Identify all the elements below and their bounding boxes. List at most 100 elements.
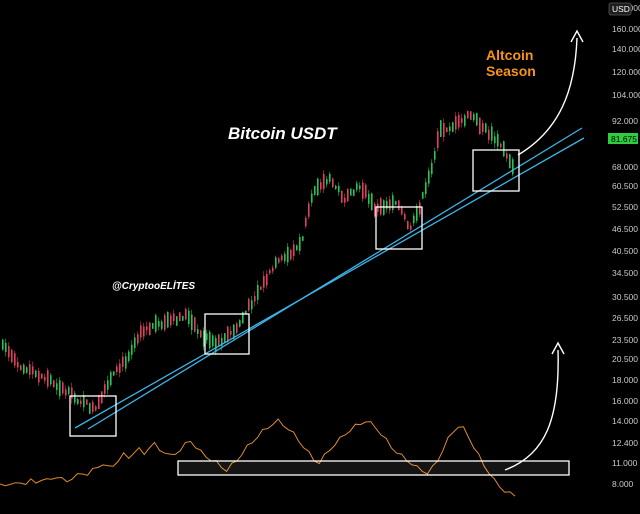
oscillator-line bbox=[0, 418, 516, 497]
candle-body bbox=[452, 122, 454, 132]
candle-body bbox=[344, 197, 346, 203]
price-tick-label: 92.000 bbox=[612, 116, 638, 126]
price-tick-label: 26.500 bbox=[612, 313, 638, 323]
candle-body bbox=[161, 321, 163, 329]
candle-body bbox=[404, 214, 406, 220]
candle-body bbox=[428, 170, 430, 184]
price-tick-label: 34.500 bbox=[612, 268, 638, 278]
candle-body bbox=[116, 366, 118, 372]
candle-body bbox=[107, 380, 109, 390]
price-tick-label: 120.000 bbox=[612, 67, 640, 77]
candle-body bbox=[278, 258, 280, 263]
candle-body bbox=[443, 122, 445, 137]
candle-body bbox=[281, 255, 283, 261]
candle-body bbox=[377, 203, 379, 213]
oscillator-low-zone bbox=[177, 460, 570, 476]
price-tick-label: 23.500 bbox=[612, 335, 638, 345]
price-tick-label: 104.000 bbox=[612, 90, 640, 100]
candle-body bbox=[221, 337, 223, 347]
candle-body bbox=[227, 326, 229, 343]
candle-body bbox=[245, 310, 247, 314]
candle-body bbox=[68, 387, 70, 394]
price-tick-label: 11.000 bbox=[612, 458, 638, 468]
candle-body bbox=[269, 270, 271, 274]
candle-body bbox=[182, 315, 184, 321]
candle-body bbox=[494, 136, 496, 144]
candle-body bbox=[491, 126, 493, 141]
candle-body bbox=[488, 129, 490, 140]
candle-body bbox=[326, 179, 328, 185]
candle-body bbox=[95, 406, 97, 411]
highlight-boxes bbox=[69, 149, 520, 437]
chart-title: Bitcoin USDT bbox=[228, 124, 338, 143]
price-tick-label: 16.000 bbox=[612, 396, 638, 406]
candle-body bbox=[218, 334, 220, 347]
price-axis: 190.000160.000140.000120.000104.00092.00… bbox=[608, 3, 640, 489]
candle-body bbox=[431, 162, 433, 174]
candle-body bbox=[302, 236, 304, 241]
candle-body bbox=[308, 203, 310, 217]
candle-body bbox=[212, 335, 214, 347]
candle-body bbox=[86, 399, 88, 405]
channel-upper-line bbox=[87, 127, 583, 430]
candle-body bbox=[341, 190, 343, 203]
highlight-box bbox=[375, 206, 423, 250]
candle-body bbox=[455, 116, 457, 130]
candle-body bbox=[512, 159, 514, 175]
candle-body bbox=[80, 400, 82, 404]
candle-body bbox=[200, 330, 202, 338]
price-tick-label: 30.500 bbox=[612, 292, 638, 302]
currency-badge[interactable]: USD bbox=[608, 2, 632, 16]
candle-body bbox=[254, 296, 256, 302]
candle-body bbox=[29, 364, 31, 375]
candle-body bbox=[5, 342, 7, 353]
candle-body bbox=[149, 322, 151, 335]
candle-body bbox=[497, 133, 499, 147]
current-price-badge bbox=[608, 133, 638, 144]
candle-body bbox=[191, 314, 193, 331]
candle-body bbox=[479, 117, 481, 135]
arrow-head-bottom bbox=[551, 341, 565, 355]
candle-body bbox=[143, 326, 145, 337]
candle-body bbox=[47, 370, 49, 387]
candle-body bbox=[53, 380, 55, 388]
candle-body bbox=[215, 337, 217, 353]
candle-body bbox=[290, 249, 292, 260]
candle-body bbox=[449, 126, 451, 132]
candle-body bbox=[395, 201, 397, 205]
candle-body bbox=[236, 323, 238, 333]
candle-body bbox=[311, 193, 313, 203]
candle-body bbox=[62, 382, 64, 394]
price-tick-label: 40.500 bbox=[612, 246, 638, 256]
candle-body bbox=[77, 399, 79, 404]
candle-body bbox=[359, 185, 361, 189]
price-tick-label: 18.000 bbox=[612, 375, 638, 385]
highlight-box bbox=[69, 395, 117, 437]
candle-body bbox=[272, 267, 274, 272]
candle-body bbox=[353, 189, 355, 196]
candle-body bbox=[251, 300, 253, 310]
candle-body bbox=[416, 206, 418, 221]
candle-body bbox=[503, 141, 505, 157]
candle-body bbox=[266, 273, 268, 286]
candle-body bbox=[392, 195, 394, 210]
price-tick-label: 68.000 bbox=[612, 162, 638, 172]
candle-body bbox=[119, 363, 121, 373]
candle-body bbox=[113, 371, 115, 376]
candle-body bbox=[173, 313, 175, 321]
price-tick-label: 160.000 bbox=[612, 24, 640, 34]
channel-lower-line bbox=[74, 137, 585, 429]
candle-body bbox=[14, 353, 16, 366]
candle-body bbox=[197, 329, 199, 334]
candle-body bbox=[56, 383, 58, 391]
candle-body bbox=[332, 178, 334, 187]
candle-body bbox=[23, 364, 25, 374]
candle-body bbox=[137, 334, 139, 344]
candle-body bbox=[275, 257, 277, 268]
candle-body bbox=[500, 143, 502, 148]
candle-body bbox=[41, 373, 43, 379]
candle-body bbox=[347, 189, 349, 202]
candle-body bbox=[158, 321, 160, 327]
candle-body bbox=[296, 245, 298, 250]
